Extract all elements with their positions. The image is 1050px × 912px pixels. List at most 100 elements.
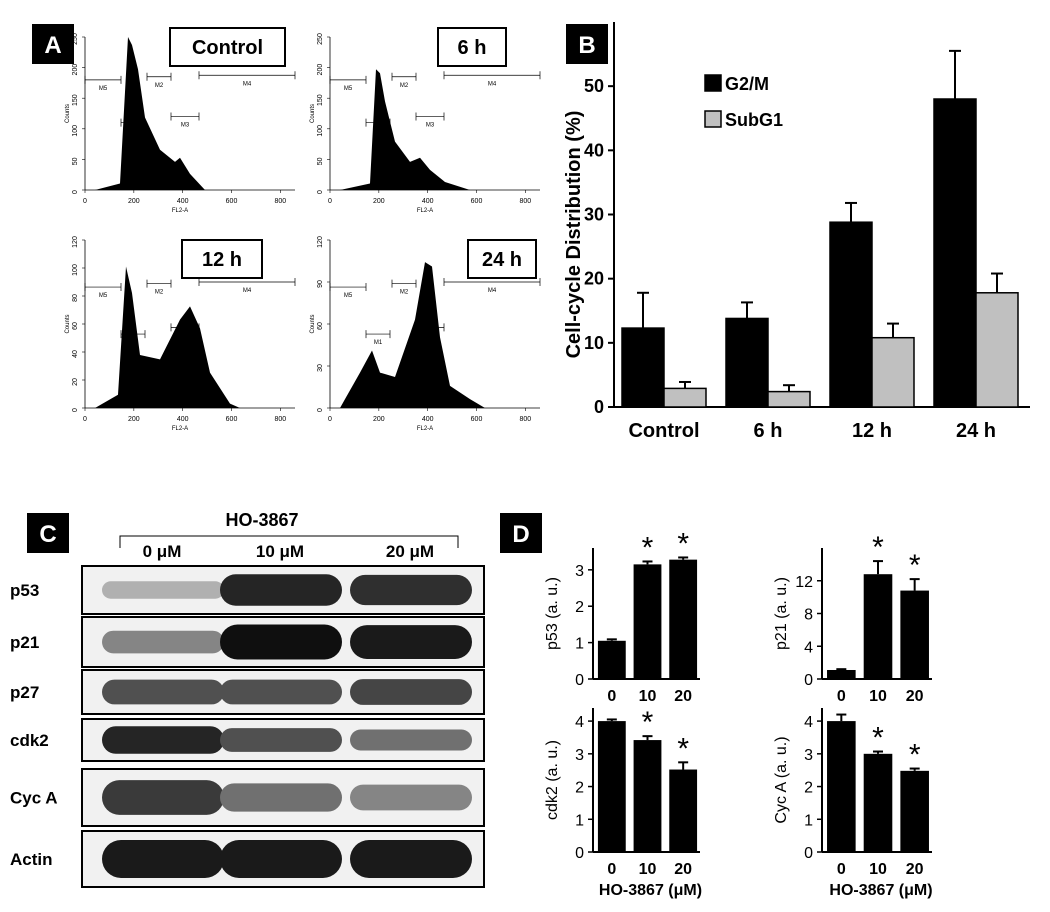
- bar: [633, 740, 662, 852]
- x-axis-label: HO-3867 (μM): [599, 882, 702, 899]
- significance-star: *: [909, 739, 921, 772]
- x-tick-label: 24 h: [956, 420, 996, 442]
- protein-chart-3: 0 1 2 3 4 cdk2 (a. u.) 0 10 * 20 * HO-3867 (μM): [544, 706, 702, 899]
- blot-band: [102, 780, 224, 815]
- blot-band: [102, 581, 224, 599]
- legend-swatch: [704, 110, 722, 128]
- flow-y-tick-label: 0: [317, 190, 324, 194]
- flow-x-tick-label: 600: [471, 416, 483, 423]
- y-tick-label: 0: [804, 672, 813, 689]
- flow-condition-label: Control: [192, 37, 263, 59]
- y-tick-label: 1: [804, 812, 813, 829]
- blot-row-label: p21: [10, 633, 39, 652]
- y-tick-label: 2: [575, 780, 584, 797]
- blot-band: [350, 574, 472, 606]
- flow-y-tick-label: 100: [317, 125, 324, 137]
- x-tick-label: 10: [869, 688, 887, 705]
- y-tick-label: 0: [575, 845, 584, 862]
- panel-letter: D: [512, 521, 529, 548]
- blot-row-label: p53: [10, 581, 39, 600]
- cell-cycle-chart: 0 10 20 30 40 50 Cell-cycle Distribution (%) Co…: [563, 22, 1030, 442]
- significance-star: *: [677, 732, 689, 765]
- y-tick-label: 8: [804, 607, 813, 624]
- flow-x-label: FL2-A: [172, 426, 188, 432]
- x-tick-label: 10: [639, 688, 657, 705]
- flow-y-tick-label: 100: [72, 264, 79, 276]
- bar: [827, 721, 856, 852]
- y-tick-label: 3: [575, 747, 584, 764]
- flow-x-tick-label: 800: [520, 416, 532, 423]
- bar-SubG1: [871, 336, 915, 408]
- legend-label: SubG1: [725, 110, 783, 130]
- flow-histogram-fill: [95, 37, 205, 190]
- legend-swatch: [704, 74, 722, 92]
- flow-y-tick-label: 0: [72, 190, 79, 194]
- x-tick-label: 6 h: [754, 420, 783, 442]
- y-axis-label: cdk2 (a. u.): [544, 740, 561, 820]
- dose-label: 20 μM: [386, 542, 434, 561]
- bar: [827, 669, 856, 679]
- significance-star: *: [642, 706, 654, 739]
- significance-star: *: [909, 549, 921, 582]
- y-tick-label: 0: [804, 845, 813, 862]
- x-tick-label: Control: [628, 420, 699, 442]
- flow-x-tick-label: 400: [177, 416, 189, 423]
- dose-bracket: [119, 535, 459, 548]
- flow-y-label: Counts: [65, 314, 71, 333]
- y-tick-label: 12: [795, 574, 813, 591]
- flow-marker-label: M4: [243, 81, 252, 87]
- blot-band: [102, 840, 224, 878]
- flow-histogram-fill: [340, 262, 485, 408]
- x-tick-label: 10: [869, 861, 887, 878]
- y-tick-label: 3: [575, 563, 584, 580]
- flow-x-tick-label: 400: [422, 198, 434, 205]
- protein-chart-2: 0 4 8 12 p21 (a. u.) 0 10 * 20 *: [773, 531, 932, 705]
- flow-y-label: Counts: [65, 104, 71, 123]
- y-tick-label: 1: [575, 812, 584, 829]
- flow-y-tick-label: 40: [72, 350, 79, 358]
- y-tick-label: 2: [804, 780, 813, 797]
- flow-y-tick-label: 50: [72, 157, 79, 165]
- flow-y-tick-label: 250: [72, 33, 79, 45]
- panel-letter-box: [566, 24, 608, 64]
- blot-band: [102, 726, 224, 754]
- flow-condition-box: [467, 239, 537, 279]
- flow-y-label: Counts: [310, 314, 316, 333]
- blot-band: [350, 784, 472, 811]
- flow-marker-label: M5: [344, 293, 353, 299]
- flow-x-label: FL2-A: [417, 426, 433, 432]
- flow-marker-label: M4: [488, 288, 497, 294]
- flow-y-tick-label: 0: [72, 408, 79, 412]
- western-blot: HO-3867 0 μM 10 μM 20 μM p53 p21 p27 cdk2 Cyc A A…: [10, 510, 485, 888]
- flow-y-tick-label: 200: [317, 64, 324, 76]
- flow-x-tick-label: 0: [328, 416, 332, 423]
- bar: [669, 769, 698, 852]
- flow-condition-label: 12 h: [202, 249, 242, 271]
- flow-marker-label: M1: [374, 340, 383, 346]
- flow-y-tick-label: 0: [317, 408, 324, 412]
- flow-x-tick-label: 200: [373, 416, 385, 423]
- bar-G2M: [725, 317, 769, 408]
- x-tick-label: 0: [607, 861, 616, 878]
- flow-marker-label: M2: [400, 290, 409, 296]
- blot-band: [350, 729, 472, 751]
- blot-band: [350, 679, 472, 705]
- bar-SubG1: [767, 390, 811, 408]
- bar-SubG1: [975, 292, 1019, 408]
- flow-histogram-fill: [95, 266, 240, 408]
- x-tick-label: 0: [607, 688, 616, 705]
- flow-marker-label: M3: [426, 333, 435, 339]
- flow-marker-label: M5: [99, 293, 108, 299]
- flow-y-label: Counts: [310, 104, 316, 123]
- y-tick-label: 30: [584, 205, 604, 225]
- treatment-label: HO-3867: [225, 510, 298, 530]
- flow-condition-label: 24 h: [482, 249, 522, 271]
- significance-star: *: [872, 722, 884, 755]
- y-tick-label: 50: [584, 76, 604, 96]
- flow-x-tick-label: 200: [373, 198, 385, 205]
- blot-band: [220, 783, 342, 812]
- flow-condition-label: 6 h: [458, 37, 487, 59]
- blot-band: [220, 679, 342, 705]
- flow-marker-label: M1: [129, 129, 138, 135]
